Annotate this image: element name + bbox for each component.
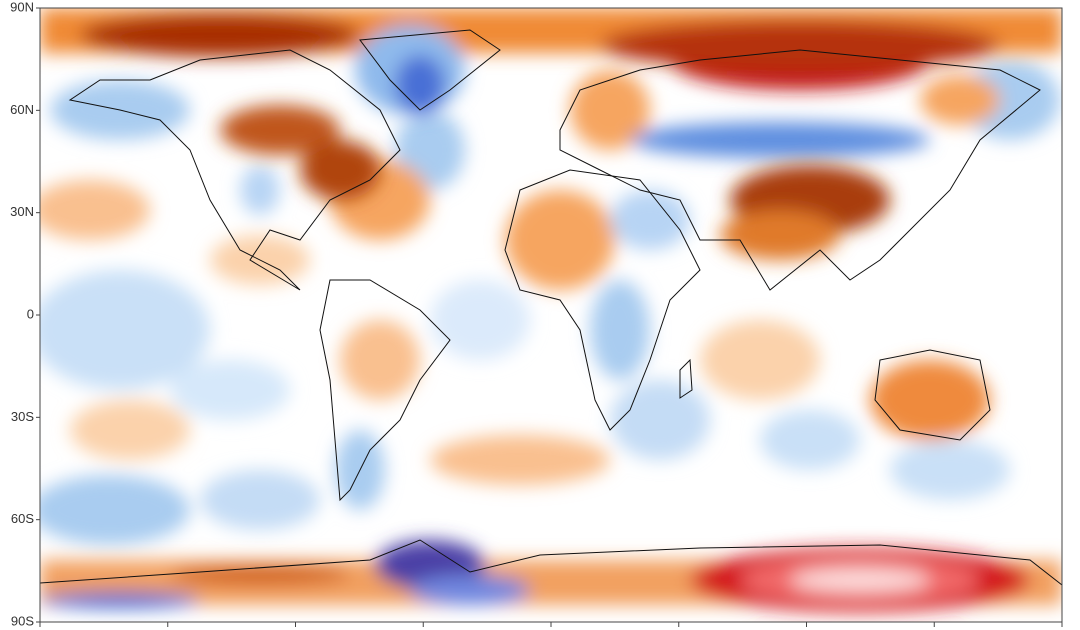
lat-label: 60N [10,102,34,117]
anomaly-field [40,8,1062,622]
lat-label: 0 [27,306,34,321]
lat-label: 90N [10,0,34,14]
lat-label: 30S [11,409,34,424]
lat-label: 30N [10,204,34,219]
lat-label: 90S [11,613,34,628]
lat-label: 60S [11,511,34,526]
axis-ticks: 90N 60N 30N 0 30S 60S 90S [10,0,1063,628]
coastlines [40,29,1062,586]
